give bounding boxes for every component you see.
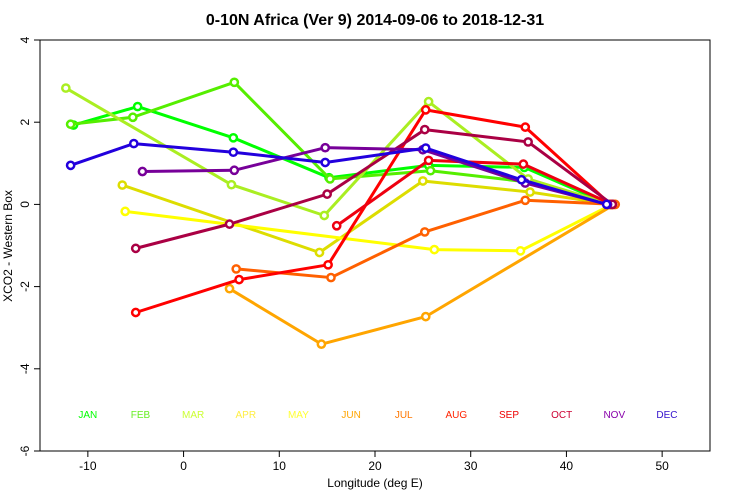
x-tick-label: 30 (464, 459, 478, 473)
x-tick-label: 40 (560, 459, 574, 473)
data-point-sep (423, 155, 434, 166)
series-oct (130, 124, 618, 254)
data-point-dec (320, 157, 331, 168)
series-line-mar (65, 86, 612, 217)
x-tick-label: 0 (180, 459, 187, 473)
data-point-dec (516, 174, 527, 185)
series-apr (117, 176, 617, 258)
data-point-sep (331, 220, 342, 231)
series-jul (231, 195, 621, 283)
x-tick-label: 20 (368, 459, 382, 473)
month-label-jan: JAN (78, 410, 97, 421)
month-label-jun: JUN (341, 410, 360, 421)
month-label-mar: MAR (182, 410, 204, 421)
month-label-may: MAY (288, 410, 309, 421)
data-point-jan (228, 132, 239, 143)
series-layer (60, 77, 621, 349)
data-point-aug (323, 259, 333, 270)
data-point-oct (523, 137, 533, 147)
data-point-feb (229, 77, 240, 88)
series-line-nov (142, 146, 608, 206)
x-axis-title: Longitude (deg E) (327, 476, 422, 490)
data-point-dec (65, 160, 76, 171)
series-line-oct (135, 128, 614, 250)
data-point-aug (520, 122, 531, 132)
data-point-mar (423, 96, 434, 107)
data-point-nov (229, 165, 240, 176)
data-point-jun (224, 283, 235, 294)
data-point-feb (425, 165, 436, 176)
data-point-jun (316, 339, 327, 349)
series-line-may (125, 203, 614, 253)
data-point-apr (314, 247, 325, 258)
series-line-aug (135, 108, 612, 314)
y-tick-label: 4 (18, 36, 32, 43)
data-point-dec (128, 138, 139, 149)
data-point-feb (127, 112, 138, 123)
data-point-nov (320, 142, 331, 153)
data-point-apr (525, 187, 535, 197)
x-axis: -10 0 10 20 30 40 50 (79, 451, 669, 473)
data-point-jul (520, 195, 531, 206)
data-point-apr (117, 180, 128, 190)
data-point-jun (420, 311, 431, 322)
y-tick-label: 0 (18, 201, 32, 208)
y-axis: -6 -4 -2 0 2 4 (18, 36, 40, 456)
month-label-oct: OCT (551, 410, 572, 421)
data-point-may (515, 245, 526, 256)
data-point-may (120, 206, 131, 217)
data-point-oct (130, 243, 141, 254)
series-line-sep (335, 158, 613, 227)
y-tick-label: -4 (18, 363, 32, 374)
data-point-feb (65, 119, 76, 130)
data-point-oct (419, 124, 430, 135)
month-label-feb: FEB (131, 410, 151, 421)
data-point-aug (130, 307, 141, 318)
month-label-dec: DEC (656, 410, 677, 421)
data-point-may (429, 244, 440, 255)
series-aug (130, 105, 616, 318)
data-point-jul (326, 272, 336, 283)
data-point-dec (228, 147, 239, 158)
data-point-nov (137, 166, 148, 177)
plot-area-frame (39, 39, 711, 452)
data-point-sep (518, 159, 529, 169)
month-labels: JAN FEB MAR APR MAY JUN JUL AUG SEP OCT NOV DEC (78, 410, 677, 421)
data-point-dec (420, 143, 431, 153)
y-axis-title: XCO2 - Western Box (1, 190, 15, 302)
month-label-aug: AUG (446, 410, 468, 421)
data-point-jul (419, 227, 430, 237)
series-line-jun (228, 203, 616, 346)
y-tick-label: -2 (18, 281, 32, 292)
data-point-apr (418, 176, 428, 186)
month-label-apr: APR (236, 410, 257, 421)
x-tick-label: -10 (79, 459, 97, 473)
data-point-oct (322, 189, 332, 199)
x-tick-label: 50 (655, 459, 669, 473)
month-label-nov: NOV (603, 410, 625, 421)
chart-title: 0-10N Africa (Ver 9) 2014-09-06 to 2018-… (206, 12, 544, 29)
series-dec (65, 138, 612, 210)
series-mar (60, 83, 617, 221)
x-tick-label: 10 (273, 459, 287, 473)
data-point-feb (325, 174, 335, 184)
series-may (120, 199, 618, 256)
data-point-mar (226, 179, 237, 190)
data-point-aug (234, 274, 244, 285)
month-label-sep: SEP (499, 410, 519, 421)
data-point-jul (231, 264, 242, 274)
y-tick-label: 2 (18, 119, 32, 126)
data-point-jan (132, 101, 143, 112)
y-tick-label: -6 (18, 445, 32, 456)
data-point-oct (224, 219, 235, 229)
data-point-aug (420, 105, 431, 115)
data-point-mar (319, 210, 330, 221)
data-point-dec (601, 199, 612, 210)
month-label-jul: JUL (395, 410, 413, 421)
data-point-mar (60, 83, 71, 93)
